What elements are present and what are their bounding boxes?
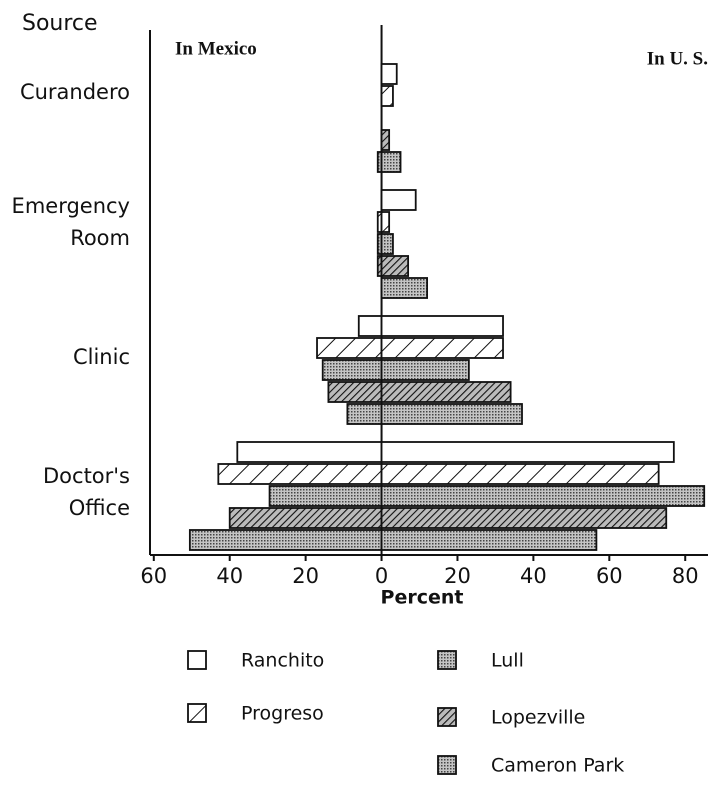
category-label: Clinic — [72, 345, 130, 369]
bar-mexico — [327, 381, 383, 403]
x-tick-label: 20 — [292, 564, 319, 588]
bar-us — [380, 129, 391, 151]
x-tick-label: 0 — [375, 564, 388, 588]
bar-mexico — [188, 529, 383, 551]
bar-us — [380, 507, 668, 529]
legend-swatch — [187, 650, 207, 670]
bar-us — [380, 211, 391, 233]
bar-mexico — [228, 507, 383, 529]
bar-us — [380, 381, 512, 403]
bar-us — [380, 441, 675, 463]
x-tick-label: 60 — [596, 564, 623, 588]
bar-us — [380, 403, 523, 425]
legend-swatch — [437, 707, 457, 727]
bar-mexico — [268, 485, 383, 507]
legend-swatch — [187, 703, 207, 723]
legend-label: Ranchito — [241, 650, 324, 672]
bar-us — [380, 485, 706, 507]
bar-us — [380, 85, 394, 107]
bar-us — [380, 277, 429, 299]
category-label: Emergency Room — [11, 194, 130, 250]
bar-mexico — [346, 403, 383, 425]
bar-us — [380, 63, 398, 85]
bar-us — [380, 337, 504, 359]
axis-title: Source — [22, 11, 98, 36]
bar-us — [380, 255, 410, 277]
bar-us — [380, 315, 504, 337]
bar-mexico — [357, 315, 383, 337]
bar-mexico — [217, 463, 383, 485]
bar-us — [380, 359, 470, 381]
x-tick-label: 40 — [520, 564, 547, 588]
bar-mexico — [321, 359, 383, 381]
bar-mexico — [316, 337, 383, 359]
legend-swatch — [437, 650, 457, 670]
annotation: In U. S. — [647, 48, 708, 69]
legend-label: Lopezville — [491, 707, 585, 729]
x-tick-label: 20 — [444, 564, 471, 588]
bar-us — [380, 151, 402, 173]
x-tick-label: 40 — [216, 564, 243, 588]
legend-label: Cameron Park — [491, 755, 624, 777]
x-tick-label: 60 — [140, 564, 167, 588]
legend-swatch — [437, 755, 457, 775]
bar-us — [380, 463, 660, 485]
bar-us — [380, 189, 417, 211]
legend-label: Lull — [491, 650, 524, 672]
bar-us — [380, 529, 598, 551]
legend-label: Progreso — [241, 703, 324, 725]
x-tick-label: 80 — [672, 564, 699, 588]
bar-mexico — [236, 441, 383, 463]
annotation: In Mexico — [175, 38, 257, 59]
category-label: Doctor's Office — [43, 464, 130, 520]
bar-us — [380, 233, 394, 255]
x-axis-label: Percent — [381, 587, 464, 609]
category-label: Curandero — [19, 80, 130, 104]
